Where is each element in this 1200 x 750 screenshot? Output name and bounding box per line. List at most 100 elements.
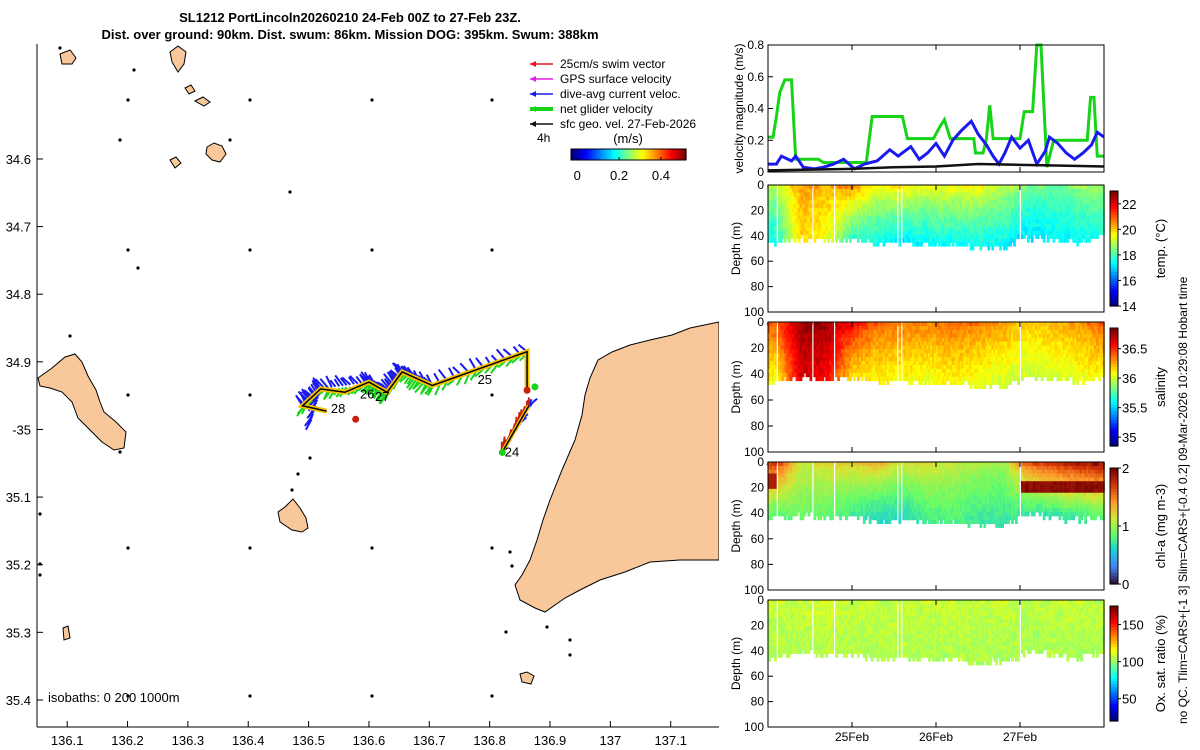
profile-cell <box>993 188 997 194</box>
profile-cell <box>829 188 833 194</box>
profile-cell <box>1007 226 1010 232</box>
profile-cell <box>951 207 955 213</box>
profile-cell <box>953 207 957 213</box>
profile-cell <box>941 215 945 220</box>
net-velocity-vector <box>403 376 410 385</box>
profile-cell <box>912 207 916 213</box>
profile-cell <box>924 204 927 209</box>
profile-cell <box>1005 188 1008 194</box>
profile-cell <box>987 234 991 239</box>
profile-cell <box>1030 188 1034 194</box>
profile-cell <box>829 196 833 201</box>
profile-cell <box>821 192 825 198</box>
profile-cell <box>823 223 827 228</box>
profile-cell <box>805 204 809 209</box>
profile-cell <box>817 196 821 201</box>
profile-cell <box>845 219 848 224</box>
velocity-y-tick-label: 0.8 <box>747 38 764 52</box>
profile-cell <box>934 223 937 228</box>
profile-cell <box>951 226 955 232</box>
profile-cell <box>1088 238 1091 243</box>
profile-cell <box>768 215 771 220</box>
profile-cell <box>922 219 925 224</box>
profile-cell <box>955 242 959 247</box>
profile-cell <box>989 207 993 213</box>
profile-cell <box>898 238 902 243</box>
profile-cell <box>981 215 985 220</box>
profile-cell <box>773 200 777 205</box>
map-x-tick-label: 136.7 <box>413 733 446 748</box>
profile-cell <box>930 242 933 247</box>
profile-cell <box>803 238 807 243</box>
profile-cell <box>882 211 886 217</box>
profile-cell <box>1005 219 1008 224</box>
profile-cell <box>955 215 959 220</box>
profile-cell <box>949 234 953 239</box>
profile-cell <box>829 207 833 213</box>
profile-cell <box>779 188 783 194</box>
profile-cell <box>961 238 965 243</box>
profile-cell <box>949 215 953 220</box>
profile-cell <box>835 211 838 217</box>
colorbar-swatch <box>592 149 595 160</box>
profile-cell <box>969 230 973 236</box>
profile-cell <box>789 207 793 213</box>
profile-cell <box>843 200 846 205</box>
profile-cell <box>936 185 939 190</box>
profile-cell <box>876 188 880 194</box>
colorbar-swatch <box>630 149 633 160</box>
profile-cell <box>1030 223 1034 228</box>
current-velocity-vector <box>304 415 314 427</box>
map-y-tick-label: 34.7 <box>6 220 31 235</box>
profile-cell <box>1034 234 1038 239</box>
map-y-tick-label: 34.8 <box>6 287 31 302</box>
profile-cell <box>949 200 953 205</box>
profile-cell <box>769 192 773 198</box>
profile-cell <box>817 200 821 205</box>
profile-cell <box>894 204 898 209</box>
profile-cell <box>1001 219 1004 224</box>
profile-cell <box>825 204 829 209</box>
velocity-y-tick-label: 0.2 <box>747 133 764 147</box>
profile-cell <box>823 211 827 217</box>
profile-cell <box>803 226 807 232</box>
profile-cell <box>898 200 902 205</box>
net-velocity-vector <box>474 368 484 378</box>
profile-cell <box>945 207 949 213</box>
profile-cell <box>997 238 1001 243</box>
profile-cell <box>878 196 882 201</box>
profile-cell <box>1017 372 1020 378</box>
profile-cell <box>957 207 961 213</box>
islet-19 <box>296 472 300 476</box>
profile-cell <box>1022 226 1026 232</box>
profile-cell <box>912 234 916 239</box>
profile-cell <box>870 192 874 198</box>
profile-cell <box>898 376 902 382</box>
profile-cell <box>815 234 819 239</box>
depth-y-tick-label: 40 <box>751 229 765 243</box>
depth-y-tick-label: 60 <box>751 393 765 407</box>
profile-cell <box>809 357 813 362</box>
profile-cell <box>858 185 862 190</box>
profile-cell <box>807 207 811 213</box>
profile-cell <box>837 376 840 382</box>
profile-cell <box>882 204 886 209</box>
profile-cell <box>969 245 973 251</box>
profile-cell <box>973 200 977 205</box>
profile-cell <box>926 226 929 232</box>
profile-cell <box>1011 234 1014 239</box>
profile-cell <box>773 349 777 354</box>
profile-cell <box>898 329 902 335</box>
profile-cell <box>856 219 860 224</box>
profile-cell <box>777 215 781 220</box>
profile-cell <box>922 192 925 198</box>
profile-cell <box>979 204 983 209</box>
profile-cell <box>821 230 825 236</box>
profile-cell <box>999 196 1003 201</box>
profile-cell <box>959 188 963 194</box>
profile-cell <box>837 192 840 198</box>
profile-cell <box>819 211 823 217</box>
profile-cell <box>1009 188 1012 194</box>
profile-cell <box>981 223 985 228</box>
profile-cell <box>831 353 835 358</box>
